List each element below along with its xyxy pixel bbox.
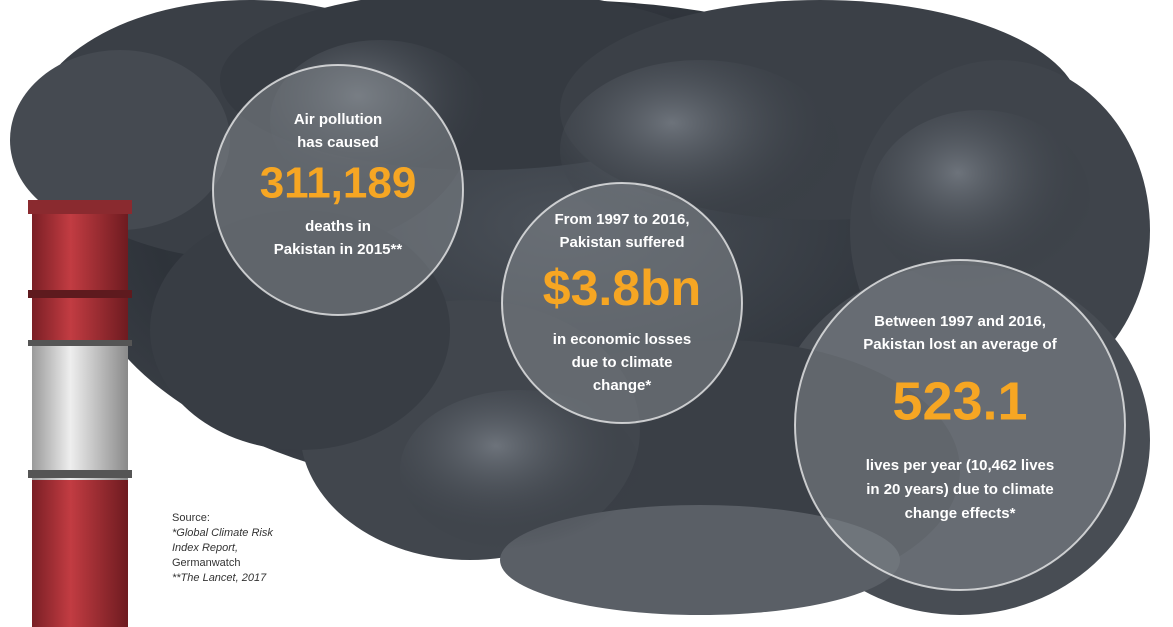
source: Source: *Global Climate Risk Index Repor… <box>172 512 273 584</box>
infographic: Air pollution has caused 311,189 deaths … <box>0 0 1173 627</box>
callout-2: From 1997 to 2016, Pakistan suffered $3.… <box>502 183 742 423</box>
tail-text: lives per year (10,462 lives <box>866 457 1054 474</box>
tail-text: change* <box>593 377 652 394</box>
lead-text: Pakistan lost an average of <box>863 336 1057 353</box>
chimney <box>28 200 132 627</box>
figure: 523.1 <box>892 371 1027 431</box>
source-heading: Source: <box>172 512 210 524</box>
lead-text: Air pollution <box>294 111 382 128</box>
lead-text: Between 1997 and 2016, <box>874 313 1046 330</box>
tail-text: in economic losses <box>553 331 691 348</box>
tail-text: in 20 years) due to climate <box>866 481 1054 498</box>
lead-text: has caused <box>297 134 379 151</box>
source-line: Index Report, <box>172 542 238 554</box>
tail-text: Pakistan in 2015** <box>274 241 403 258</box>
source-line: *Global Climate Risk <box>172 527 273 539</box>
figure: 311,189 <box>260 159 417 208</box>
tail-text: deaths in <box>305 218 371 235</box>
callout-3: Between 1997 and 2016, Pakistan lost an … <box>795 260 1125 590</box>
source-line: **The Lancet, 2017 <box>172 572 267 584</box>
tail-text: change effects* <box>905 505 1016 522</box>
figure: $3.8bn <box>543 260 701 316</box>
tail-text: due to climate <box>572 354 673 371</box>
lead-text: Pakistan suffered <box>559 234 684 251</box>
callout-1: Air pollution has caused 311,189 deaths … <box>213 65 463 315</box>
lead-text: From 1997 to 2016, <box>554 211 689 228</box>
source-line: Germanwatch <box>172 557 240 569</box>
